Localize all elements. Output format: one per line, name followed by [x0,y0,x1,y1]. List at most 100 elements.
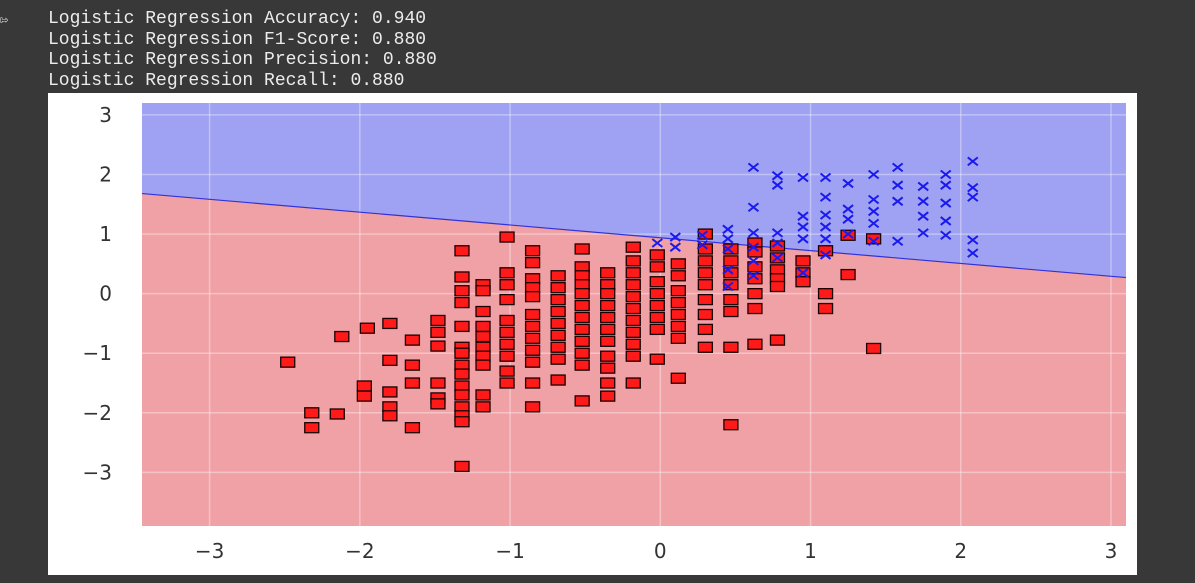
class-0-point [817,287,834,300]
class-1-point [842,214,854,224]
class-0-point [649,311,665,324]
class-0-point [670,258,686,270]
class-1-point [797,172,809,183]
class-0-point [600,311,616,324]
class-0-point [550,317,566,330]
class-0-point [524,356,541,368]
class-1-point [797,211,809,221]
class-0-point [723,255,739,267]
class-0-point [625,338,641,350]
class-1-point [867,218,880,229]
class-1-point [867,194,880,205]
class-0-point [769,280,786,293]
class-0-point [334,330,350,343]
class-0-point [499,314,515,327]
class-0-point [574,395,590,407]
class-0-point [524,245,541,257]
class-0-point [670,285,686,297]
class-0-point [404,359,421,371]
class-1-point [797,222,809,232]
recall-line: Logistic Regression Recall: 0.880 [48,70,405,91]
class-1-point [892,162,904,173]
class-1-point [917,228,929,238]
class-0-point [454,389,470,401]
class-1-point [967,156,979,167]
class-1-point [722,265,734,275]
class-0-point [625,326,641,339]
class-0-point [817,302,834,315]
class-1-point [967,235,979,245]
class-0-point [625,255,641,267]
class-0-point [649,323,665,336]
class-0-point [670,270,686,282]
y-tick-label: −1 [83,341,112,365]
class-0-point [454,285,470,297]
class-1-point [747,270,760,281]
class-1-point [842,178,854,189]
output-arrow-icon[interactable]: ⇰ [0,12,9,28]
class-1-point [819,222,832,232]
class-0-point [600,362,616,374]
decision-boundary-chart: −3 −2 −1 0 1 2 3 −3 −2 −1 0 1 2 3 [83,103,1127,563]
y-tick-label: 0 [99,282,112,306]
class-0-point [499,231,515,243]
class-0-point [550,329,566,342]
class-0-point [499,326,515,339]
class-0-point [304,407,320,419]
class-1-point [722,224,734,235]
class-0-point [574,359,590,371]
class-0-point [329,408,345,420]
cell-output-text: Logistic Regression Accuracy: 0.940 Logis… [48,9,437,91]
class-0-point [649,299,665,312]
class-0-point [524,377,541,389]
class-0-point [723,341,739,353]
class-0-point [356,390,372,402]
class-0-point [430,398,446,410]
class-0-point [475,401,491,413]
class-0-point [625,350,641,362]
class-1-point [771,170,784,181]
class-0-point [475,389,491,401]
class-0-point [649,276,665,288]
class-0-point [600,323,616,336]
class-0-point [574,311,590,324]
class-0-point [499,365,515,377]
class-1-point [819,210,832,220]
class-1-point [917,181,929,192]
class-1-point [747,256,760,266]
class-1-point [722,244,734,254]
class-0-point [382,410,398,422]
class-0-point [454,347,470,359]
class-0-point [697,279,714,291]
class-1-point [892,180,904,190]
class-0-point [600,335,616,347]
class-1-point [842,204,854,214]
class-0-point [574,243,590,255]
x-tick-label: 0 [654,539,667,563]
class-1-point [651,238,663,248]
class-0-point [697,308,714,321]
class-1-point [696,240,708,250]
class-0-point [697,267,714,279]
class-0-point [382,317,398,330]
class-0-point [404,334,421,346]
class-1-point [819,192,832,202]
class-0-point [550,341,566,353]
class-0-point [454,296,470,309]
class-0-point [475,359,491,371]
class-1-point [940,169,952,180]
class-0-point [723,419,739,431]
class-0-point [524,401,541,413]
class-0-point [499,279,515,291]
class-0-point [625,377,641,389]
class-0-point [304,422,320,434]
class-0-point [550,293,566,306]
class-1-point [940,180,952,190]
class-0-point [670,332,686,344]
class-0-point [499,377,515,389]
class-1-point [669,232,681,242]
class-0-point [524,332,541,344]
class-1-point [940,216,952,226]
class-0-point [574,287,590,300]
class-0-point [625,279,641,291]
